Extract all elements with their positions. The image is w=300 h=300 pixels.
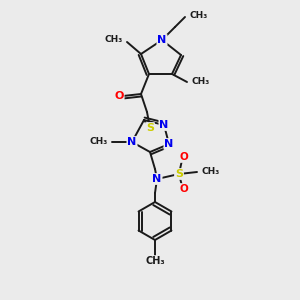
Text: N: N [158,35,166,45]
Text: S: S [175,169,183,179]
Text: S: S [146,123,154,133]
Text: N: N [164,139,174,149]
Text: CH₃: CH₃ [145,256,165,266]
Text: N: N [159,120,169,130]
Text: N: N [152,174,162,184]
Text: O: O [114,91,124,101]
Text: O: O [180,184,188,194]
Text: CH₃: CH₃ [105,34,123,43]
Text: CH₃: CH₃ [192,77,210,86]
Text: CH₃: CH₃ [190,11,208,20]
Text: CH₃: CH₃ [90,137,108,146]
Text: O: O [180,152,188,162]
Text: CH₃: CH₃ [202,167,220,176]
Text: N: N [128,137,136,147]
